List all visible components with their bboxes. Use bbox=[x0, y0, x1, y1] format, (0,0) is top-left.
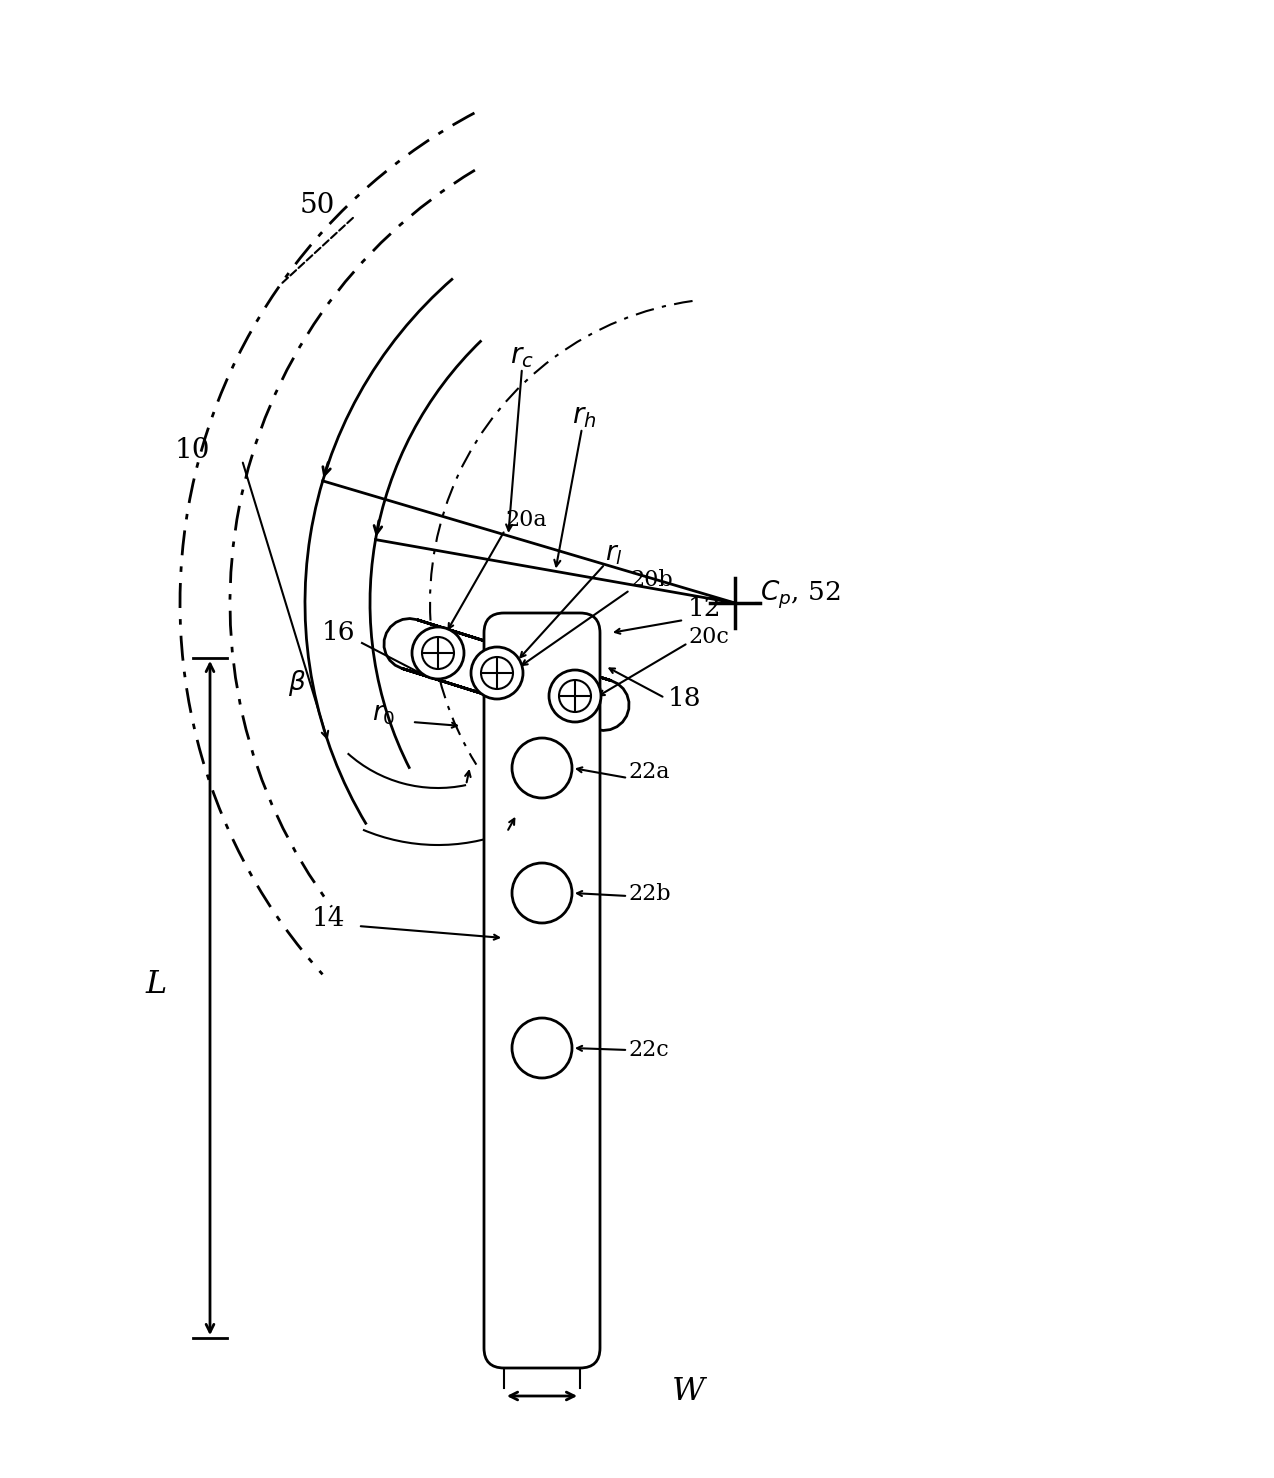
Circle shape bbox=[482, 658, 513, 689]
Circle shape bbox=[512, 863, 572, 922]
Circle shape bbox=[512, 1018, 572, 1077]
Text: $r_0$: $r_0$ bbox=[372, 702, 395, 727]
Text: 22b: 22b bbox=[628, 882, 670, 905]
Text: W: W bbox=[671, 1376, 705, 1407]
Text: 12: 12 bbox=[688, 596, 721, 621]
Circle shape bbox=[412, 627, 464, 678]
Circle shape bbox=[512, 738, 572, 798]
Text: 22a: 22a bbox=[628, 761, 670, 783]
Text: 20c: 20c bbox=[688, 627, 729, 647]
Circle shape bbox=[471, 647, 524, 699]
Text: 20a: 20a bbox=[505, 508, 547, 531]
Polygon shape bbox=[383, 618, 629, 730]
Text: 50: 50 bbox=[299, 192, 335, 219]
Text: $r_h$: $r_h$ bbox=[572, 403, 596, 430]
Text: $C_p$, 52: $C_p$, 52 bbox=[761, 578, 841, 610]
Text: $r_c$: $r_c$ bbox=[510, 343, 534, 370]
Circle shape bbox=[422, 637, 454, 670]
Text: $\beta$: $\beta$ bbox=[288, 668, 306, 698]
Text: L: L bbox=[145, 970, 166, 1001]
Text: 10: 10 bbox=[175, 437, 210, 464]
Text: 22c: 22c bbox=[628, 1039, 669, 1061]
Text: 20b: 20b bbox=[631, 569, 673, 591]
FancyBboxPatch shape bbox=[484, 613, 600, 1369]
Text: 18: 18 bbox=[668, 686, 702, 711]
Text: 16: 16 bbox=[322, 619, 355, 644]
Circle shape bbox=[559, 680, 591, 712]
Text: 14: 14 bbox=[312, 906, 345, 931]
Text: $r_l$: $r_l$ bbox=[605, 541, 623, 566]
Circle shape bbox=[549, 670, 601, 721]
